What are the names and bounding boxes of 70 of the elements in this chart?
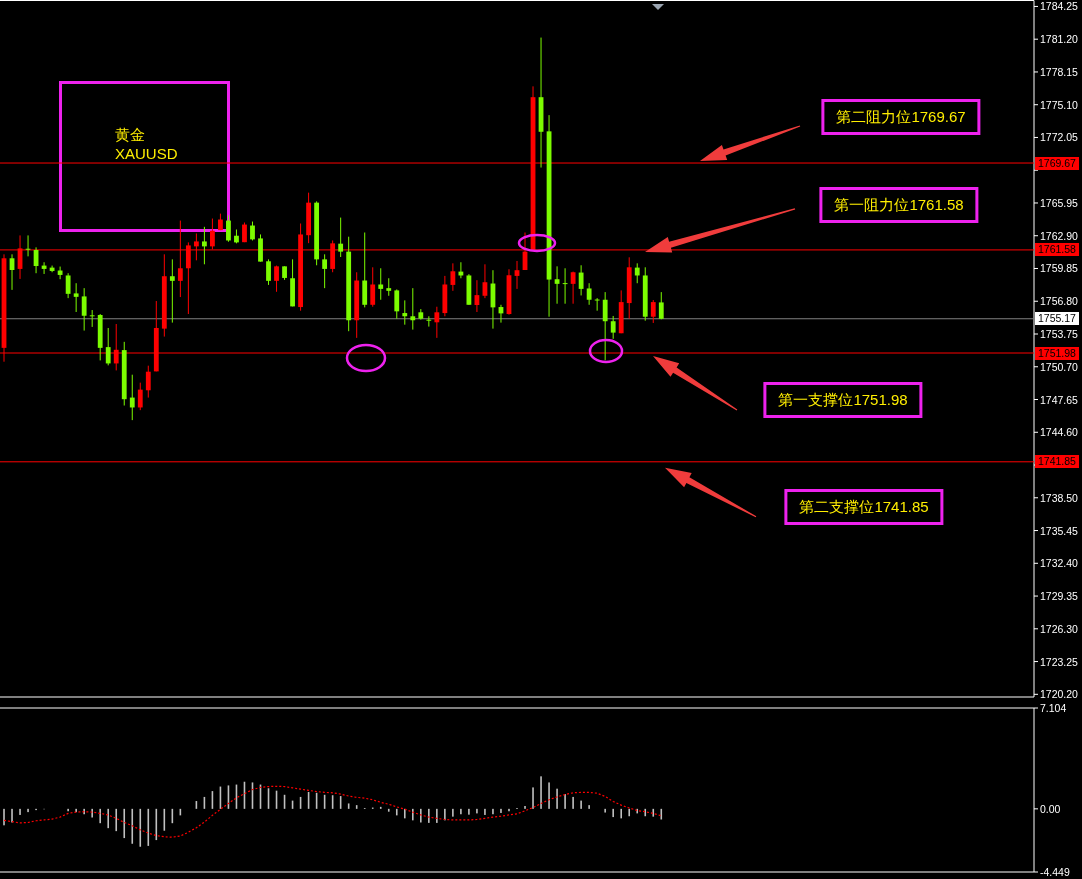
candlestick [145,365,151,399]
ytick-label: 1729.35 [1040,590,1078,603]
candlestick [266,258,271,286]
ytick-label: -4.449 [1040,866,1070,878]
candlestick [650,299,656,324]
ytick-label: 1784.25 [1040,0,1078,13]
candlestick [169,258,175,324]
candlestick [274,265,279,293]
ytick-label: 1744.60 [1040,426,1078,439]
annotation: 第二支撑位1741.85 [799,497,929,515]
ytick-label: 1747.65 [1040,393,1078,406]
ytick-label: 1778.15 [1040,65,1078,78]
candlestick [258,233,263,263]
ytick-label: 1781.20 [1040,33,1078,46]
candlestick [402,299,408,326]
candlestick [570,271,576,305]
candlestick [137,382,143,411]
candlestick [586,282,592,306]
ytick-label: 7.104 [1040,702,1067,714]
ref-label: 1741.85 [1035,455,1079,469]
ytick-label: 1726.30 [1040,622,1078,635]
candlestick [378,267,384,301]
annotation: 第一阻力位1761.58 [834,195,964,213]
ytick-label: 1762.90 [1040,229,1078,242]
ref-label: 1761.58 [1035,243,1079,257]
candlestick [394,288,400,320]
ytick-label: 1772.05 [1040,131,1078,144]
candlestick [658,291,664,320]
ytick-label: 1738.50 [1040,491,1078,504]
candlestick [594,297,600,312]
ytick-label: 1723.25 [1040,655,1078,668]
ytick-label: 1750.70 [1040,360,1078,373]
ytick-label: 1720.20 [1040,688,1078,699]
ref-label: 1751.98 [1035,346,1079,360]
candlestick [322,253,328,289]
candlestick [634,262,640,284]
subtitle: XAUUSD [115,146,178,162]
candlestick [201,226,207,265]
annotation: 第一支撑位1751.98 [778,391,908,408]
candlestick [338,217,344,258]
candlestick [434,306,440,339]
candlestick [450,262,456,292]
candlestick [610,315,616,340]
candlestick [370,266,376,308]
title: 黄金 [115,127,145,143]
candlestick [81,287,87,332]
candlestick [65,272,71,299]
candlestick [73,282,79,313]
ytick-label: 1775.10 [1040,98,1078,111]
ref-label: 1769.67 [1035,156,1079,170]
candlestick [602,291,608,361]
ytick-label: 1765.95 [1040,197,1078,209]
ytick-label: 1753.75 [1040,328,1078,340]
ytick-label: 1756.80 [1040,295,1078,308]
ytick-label: 0.00 [1040,802,1061,815]
candlestick [250,221,255,241]
candlestick [554,265,560,305]
candlestick [129,374,135,421]
candlestick [57,266,63,280]
candlestick [105,327,111,366]
candlestick [578,264,584,296]
ref-label: 1755.17 [1035,312,1079,326]
ytick-label: 1759.85 [1040,262,1078,275]
candlestick [410,287,416,331]
candlestick [426,315,432,328]
annotation: 第二阻力位1769.67 [836,108,966,125]
ytick-label: 1732.40 [1040,557,1078,570]
ytick-label: 1735.45 [1040,524,1078,537]
candlestick [226,214,231,243]
candlestick [89,309,95,328]
